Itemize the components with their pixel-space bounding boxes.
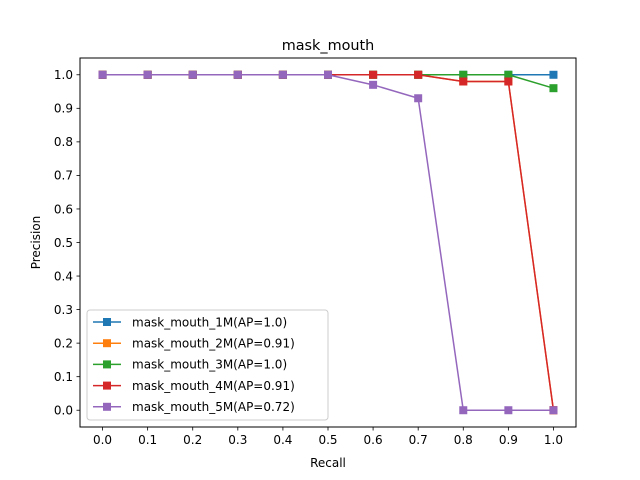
y-tick-label: 0.4 — [54, 269, 73, 283]
legend-item: mask_mouth_4M(AP=0.91) — [93, 379, 295, 393]
legend-marker — [103, 381, 111, 390]
legend-marker — [103, 402, 111, 411]
data-point — [233, 70, 242, 79]
y-tick-label: 1.0 — [54, 68, 73, 82]
y-tick-label: 0.1 — [54, 370, 73, 384]
data-point — [414, 94, 423, 103]
y-tick-label: 0.7 — [54, 169, 73, 183]
plot-area — [98, 70, 558, 415]
data-point — [188, 70, 197, 79]
x-tick-label: 0.9 — [499, 433, 518, 447]
x-tick-label: 0.3 — [228, 433, 247, 447]
chart-title: mask_mouth — [282, 38, 375, 54]
data-point — [143, 70, 152, 79]
data-point — [549, 406, 558, 415]
data-point — [459, 77, 468, 86]
x-tick-label: 1.0 — [544, 433, 563, 447]
legend-item: mask_mouth_2M(AP=0.91) — [93, 337, 295, 351]
legend-label: mask_mouth_3M(AP=1.0) — [132, 358, 287, 372]
data-point — [324, 70, 332, 79]
y-tick-label: 0.9 — [54, 102, 73, 116]
legend-item: mask_mouth_5M(AP=0.72) — [93, 400, 295, 414]
x-tick-label: 0.4 — [273, 433, 292, 447]
data-point — [459, 406, 468, 415]
data-point — [504, 406, 513, 415]
y-tick-label: 0.2 — [54, 336, 73, 350]
x-tick-label: 0.2 — [183, 433, 202, 447]
legend-label: mask_mouth_1M(AP=1.0) — [132, 315, 287, 329]
x-tick-label: 0.0 — [93, 433, 112, 447]
data-point — [504, 77, 513, 86]
legend-marker — [103, 339, 111, 348]
data-point — [369, 70, 378, 79]
series-5 — [98, 70, 558, 415]
legend-box — [86, 309, 329, 421]
y-axis: 0.0 0.1 0.2 0.3 0.4 0.5 0.6 0.7 0.8 0.9 1.0 — [54, 68, 80, 418]
legend-label: mask_mouth_5M(AP=0.72) — [132, 400, 295, 414]
x-tick-label: 0.8 — [454, 433, 473, 447]
legend-item: mask_mouth_1M(AP=1.0) — [93, 315, 287, 329]
y-axis-label: Precision — [29, 216, 43, 270]
data-point — [549, 84, 558, 93]
data-point — [278, 70, 287, 79]
y-tick-label: 0.0 — [54, 404, 73, 418]
data-point — [459, 70, 468, 79]
data-point — [549, 70, 558, 79]
x-axis-label: Recall — [310, 456, 346, 470]
y-tick-label: 0.8 — [54, 135, 73, 149]
legend-marker — [103, 318, 111, 326]
x-axis: 0.0 0.1 0.2 0.3 0.4 0.5 0.6 0.7 0.8 0.9 1.0 — [93, 427, 563, 447]
data-point — [414, 70, 423, 79]
legend-label: mask_mouth_4M(AP=0.91) — [132, 379, 295, 393]
x-tick-label: 0.6 — [364, 433, 383, 447]
data-point — [98, 70, 107, 79]
legend-marker — [103, 360, 111, 369]
x-tick-label: 0.1 — [138, 433, 157, 447]
y-tick-label: 0.5 — [54, 236, 73, 250]
data-point — [504, 70, 513, 79]
y-tick-label: 0.3 — [54, 303, 73, 317]
legend-label: mask_mouth_2M(AP=0.91) — [132, 337, 295, 351]
x-tick-label: 0.7 — [409, 433, 428, 447]
legend-item: mask_mouth_3M(AP=1.0) — [93, 358, 287, 372]
y-tick-label: 0.6 — [54, 202, 73, 216]
data-point — [369, 80, 378, 89]
legend: mask_mouth_1M(AP=1.0) mask_mouth_2M(AP=0.… — [86, 309, 329, 421]
x-tick-label: 0.5 — [318, 433, 337, 447]
